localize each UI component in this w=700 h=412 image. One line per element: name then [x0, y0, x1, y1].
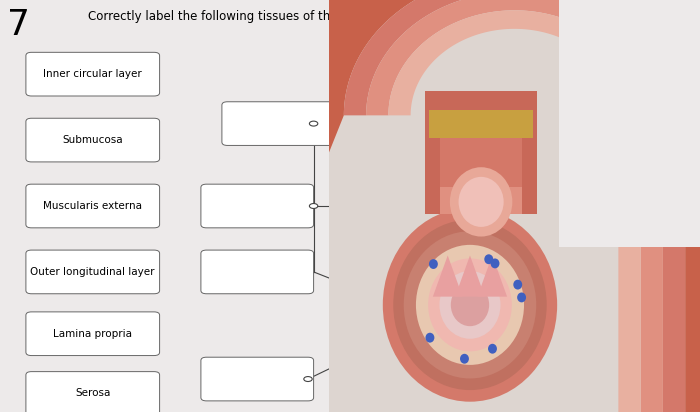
Polygon shape: [433, 255, 463, 297]
Circle shape: [428, 258, 512, 351]
Circle shape: [429, 259, 438, 269]
Circle shape: [517, 293, 526, 302]
Text: Inner circular layer: Inner circular layer: [43, 69, 142, 79]
FancyBboxPatch shape: [440, 187, 522, 214]
Circle shape: [393, 220, 547, 390]
Circle shape: [460, 354, 469, 364]
Polygon shape: [389, 10, 640, 412]
FancyBboxPatch shape: [559, 0, 700, 247]
Text: Outer longitudinal layer: Outer longitudinal layer: [31, 267, 155, 277]
FancyBboxPatch shape: [26, 250, 160, 294]
FancyBboxPatch shape: [429, 110, 533, 138]
Circle shape: [440, 271, 500, 339]
Polygon shape: [455, 255, 485, 297]
FancyBboxPatch shape: [222, 102, 335, 145]
Polygon shape: [477, 255, 507, 297]
FancyBboxPatch shape: [26, 118, 160, 162]
Circle shape: [383, 208, 557, 402]
FancyBboxPatch shape: [201, 184, 314, 228]
FancyBboxPatch shape: [26, 52, 160, 96]
Polygon shape: [344, 0, 685, 412]
Text: Serosa: Serosa: [75, 389, 111, 398]
Text: Correctly label the following tissues of the digestive tract.: Correctly label the following tissues of…: [88, 10, 430, 23]
FancyBboxPatch shape: [440, 138, 522, 190]
Polygon shape: [329, 0, 700, 412]
Circle shape: [451, 283, 489, 326]
FancyBboxPatch shape: [26, 184, 160, 228]
Polygon shape: [225, 0, 700, 412]
FancyBboxPatch shape: [26, 312, 160, 356]
Circle shape: [491, 258, 500, 268]
FancyBboxPatch shape: [426, 91, 537, 214]
Circle shape: [458, 177, 504, 227]
Polygon shape: [366, 0, 663, 412]
Circle shape: [309, 204, 318, 208]
FancyBboxPatch shape: [201, 250, 314, 294]
Circle shape: [304, 377, 312, 382]
Text: Lamina propria: Lamina propria: [53, 329, 132, 339]
FancyBboxPatch shape: [201, 357, 314, 401]
Circle shape: [309, 121, 318, 126]
Circle shape: [513, 280, 522, 290]
Circle shape: [416, 245, 524, 365]
Circle shape: [484, 254, 494, 264]
Circle shape: [450, 167, 512, 236]
Circle shape: [488, 344, 497, 353]
Text: Muscularis externa: Muscularis externa: [43, 201, 142, 211]
Text: Submucosa: Submucosa: [62, 135, 123, 145]
FancyBboxPatch shape: [26, 372, 160, 412]
Circle shape: [426, 333, 435, 343]
Circle shape: [404, 231, 536, 379]
Text: 7: 7: [7, 8, 30, 42]
